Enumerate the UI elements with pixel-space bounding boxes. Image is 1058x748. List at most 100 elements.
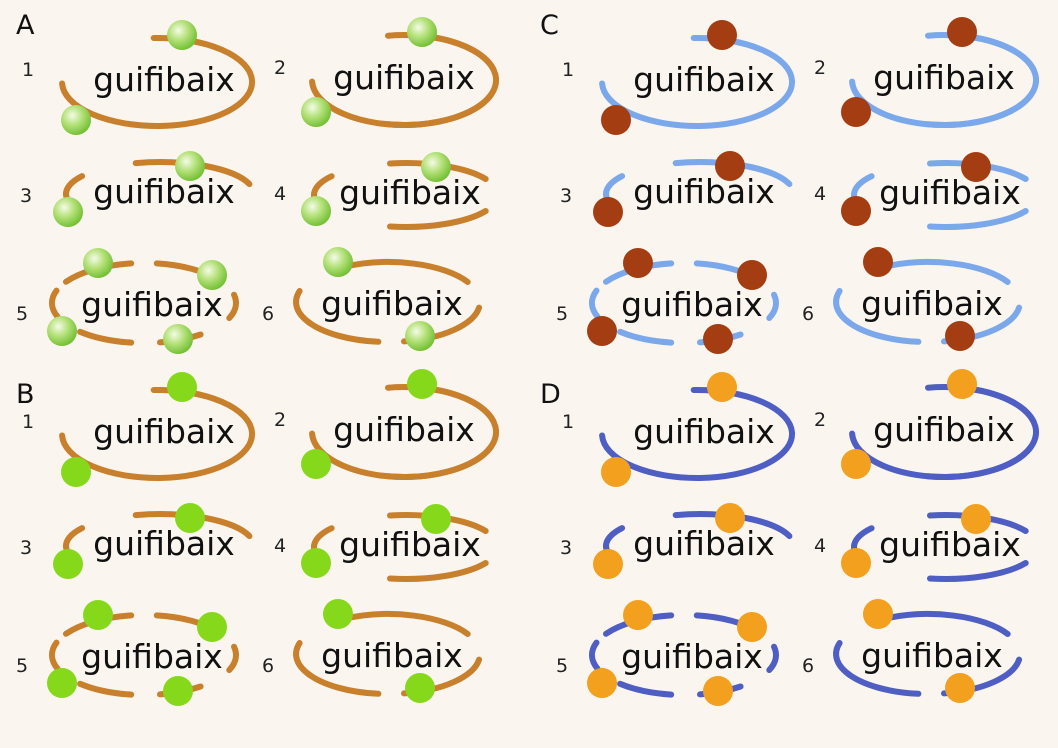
section-letter: A: [16, 10, 35, 41]
node-dot: [737, 260, 767, 290]
node-dot: [407, 369, 437, 399]
logo-wordmark: guifibaix: [621, 285, 763, 324]
logo-variant: 3 guifibaix: [20, 503, 253, 579]
logo-variant: 1 guifibaix: [562, 372, 796, 487]
node-dot: [47, 668, 77, 698]
variant-number: 4: [814, 535, 826, 557]
variant-number: 1: [22, 411, 34, 433]
section-c: C1 guifibaix 2 guifibaix 3 guifibaix 4 guifibai…: [540, 10, 1040, 354]
logo-variant: 4 guifibaix: [274, 504, 489, 582]
logo-wordmark: guifibaix: [93, 60, 235, 99]
logo-wordmark: guifibaix: [879, 525, 1021, 564]
ring-arc: [387, 208, 489, 230]
node-dot: [587, 668, 617, 698]
ring-arc: [845, 671, 922, 697]
variant-number: 5: [16, 303, 28, 325]
variant-number: 5: [556, 303, 568, 325]
logo-wordmark: guifibaix: [339, 525, 481, 564]
ring-arc: [617, 680, 675, 698]
node-dot: [707, 20, 737, 50]
logo-variant: 1 guifibaix: [22, 20, 256, 135]
variant-number: 5: [556, 655, 568, 677]
node-dot: [301, 196, 331, 226]
ring-arc: [48, 639, 61, 672]
variant-number: 4: [814, 183, 826, 205]
node-dot: [623, 600, 653, 630]
logo-wordmark: guifibaix: [879, 173, 1021, 212]
node-dot: [323, 247, 353, 277]
logo-variant: 6 guifibaix: [262, 599, 483, 703]
logo-variant: 3 guifibaix: [560, 151, 793, 227]
node-dot: [961, 504, 991, 534]
ring-arc: [293, 640, 313, 679]
logo-wordmark: guifibaix: [321, 284, 463, 323]
logo-variant: 1 guifibaix: [22, 372, 256, 487]
node-dot: [61, 105, 91, 135]
node-dot: [167, 20, 197, 50]
logo-wordmark: guifibaix: [873, 58, 1015, 97]
ring-arc: [833, 640, 853, 679]
variant-number: 3: [560, 185, 572, 207]
ring-arc: [305, 671, 382, 697]
node-dot: [841, 97, 871, 127]
variant-number: 3: [20, 185, 32, 207]
logo-wordmark: guifibaix: [861, 284, 1003, 323]
ring-arc: [927, 560, 1029, 582]
ring-arc: [77, 328, 135, 346]
node-dot: [175, 503, 205, 533]
ring-arc: [845, 319, 922, 345]
ring-arc: [617, 328, 675, 346]
node-dot: [61, 457, 91, 487]
section-d: D1 guifibaix 2 guifibaix 3 guifibaix 4 guifibai…: [540, 369, 1040, 706]
logo-variant: 2 guifibaix: [274, 369, 500, 480]
node-dot: [53, 549, 83, 579]
logo-variant: 5 guifibaix: [16, 248, 239, 354]
variant-number: 6: [262, 655, 274, 677]
logo-wordmark: guifibaix: [633, 524, 775, 563]
node-dot: [421, 152, 451, 182]
logo-wordmark: guifibaix: [633, 412, 775, 451]
section-letter: D: [540, 379, 561, 410]
ring-arc: [588, 287, 601, 320]
logo-wordmark: guifibaix: [621, 637, 763, 676]
node-dot: [703, 676, 733, 706]
ring-arc: [226, 291, 239, 321]
node-dot: [841, 449, 871, 479]
variant-number: 2: [814, 57, 826, 79]
node-dot: [421, 504, 451, 534]
logo-wordmark: guifibaix: [333, 58, 475, 97]
node-dot: [737, 612, 767, 642]
node-dot: [301, 548, 331, 578]
ring-arc: [341, 259, 471, 285]
logo-variant: 2 guifibaix: [274, 17, 500, 128]
node-dot: [863, 247, 893, 277]
node-dot: [407, 17, 437, 47]
logo-variant: 6 guifibaix: [802, 247, 1023, 351]
node-dot: [841, 196, 871, 226]
node-dot: [841, 548, 871, 578]
logo-wordmark: guifibaix: [81, 285, 223, 324]
node-dot: [601, 105, 631, 135]
ring-arc: [766, 291, 779, 321]
node-dot: [405, 321, 435, 351]
node-dot: [863, 599, 893, 629]
ring-arc: [387, 560, 489, 582]
logo-wordmark: guifibaix: [633, 172, 775, 211]
logo-wordmark: guifibaix: [861, 636, 1003, 675]
node-dot: [163, 676, 193, 706]
logo-variant: 3 guifibaix: [20, 151, 253, 227]
ring-arc: [385, 92, 494, 128]
variant-number: 4: [274, 183, 286, 205]
node-dot: [83, 248, 113, 278]
node-dot: [53, 197, 83, 227]
ring-arc: [293, 288, 313, 327]
node-dot: [197, 260, 227, 290]
variant-number: 4: [274, 535, 286, 557]
node-dot: [715, 503, 745, 533]
node-dot: [703, 324, 733, 354]
node-dot: [715, 151, 745, 181]
ring-arc: [305, 319, 382, 345]
logo-variant: 4 guifibaix: [814, 504, 1029, 582]
section-letter: B: [16, 379, 35, 410]
